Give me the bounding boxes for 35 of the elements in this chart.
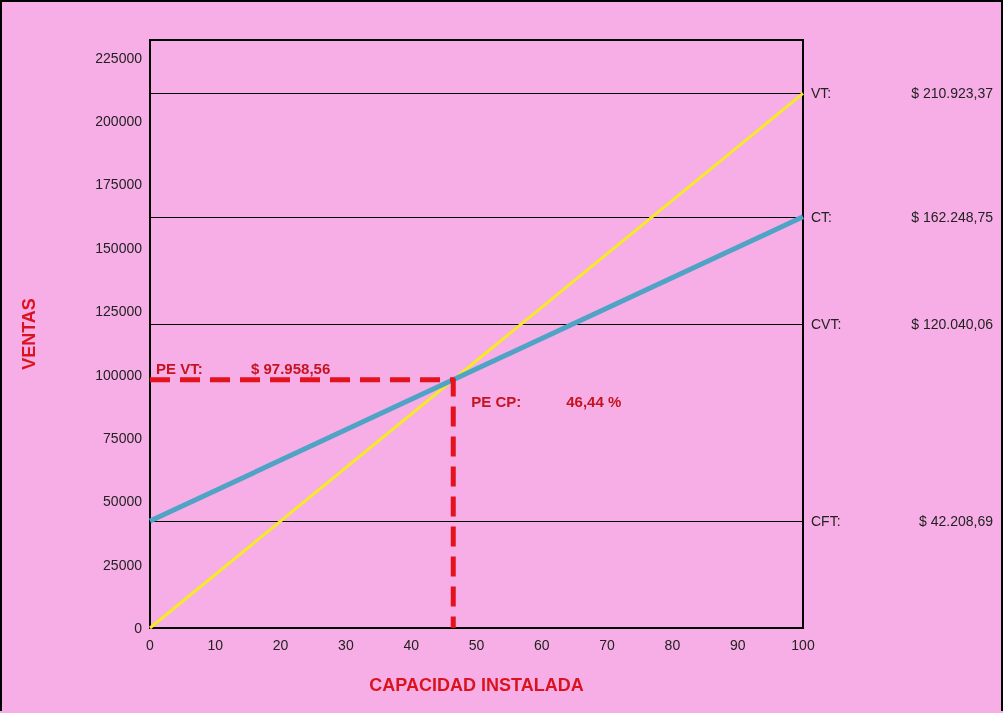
x-tick-label: 50: [468, 637, 485, 653]
x-tick-label: 80: [664, 637, 681, 653]
y-tick-label: 125000: [95, 303, 143, 320]
y-axis-title: VENTAS: [19, 298, 39, 370]
x-tick-label: 30: [338, 637, 354, 653]
x-tick-label: 10: [207, 637, 224, 653]
annotation: $ 97.958,56: [251, 359, 331, 377]
x-tick-label: 20: [272, 637, 289, 653]
x-axis-title: CAPACIDAD INSTALADA: [369, 675, 584, 695]
y-tick-label: 225000: [95, 49, 143, 66]
y-tick-label: 75000: [103, 429, 143, 446]
ref-line-label: CFT:: [811, 513, 841, 530]
x-tick-label: 70: [599, 637, 616, 653]
annotation: PE VT:: [156, 359, 203, 377]
ref-line-label: CVT:: [811, 315, 842, 332]
text: $ 42.208,69: [919, 513, 994, 530]
y-tick-label: 25000: [103, 556, 143, 573]
y-tick-label: 100000: [95, 366, 143, 383]
x-tick-label: 40: [403, 637, 420, 653]
x-tick-label: 60: [534, 637, 550, 653]
x-tick-label: 100: [791, 637, 815, 653]
y-tick-label: 0: [134, 620, 143, 636]
text: $ 162.248,75: [911, 208, 994, 225]
text: $ 120.040,06: [911, 315, 994, 332]
ref-line-label: CT:: [811, 208, 832, 225]
x-tick-label: 0: [146, 637, 155, 653]
ref-line-label: VT:: [811, 85, 832, 102]
text: $ 210.923,37: [911, 85, 994, 102]
y-tick-label: 175000: [95, 176, 143, 193]
x-tick-label: 90: [729, 637, 746, 653]
annotation: 46,44 %: [566, 392, 622, 410]
annotation: PE CP:: [471, 392, 522, 410]
y-tick-label: 200000: [95, 113, 143, 130]
y-tick-label: 50000: [103, 493, 143, 510]
y-tick-label: 150000: [95, 239, 143, 256]
